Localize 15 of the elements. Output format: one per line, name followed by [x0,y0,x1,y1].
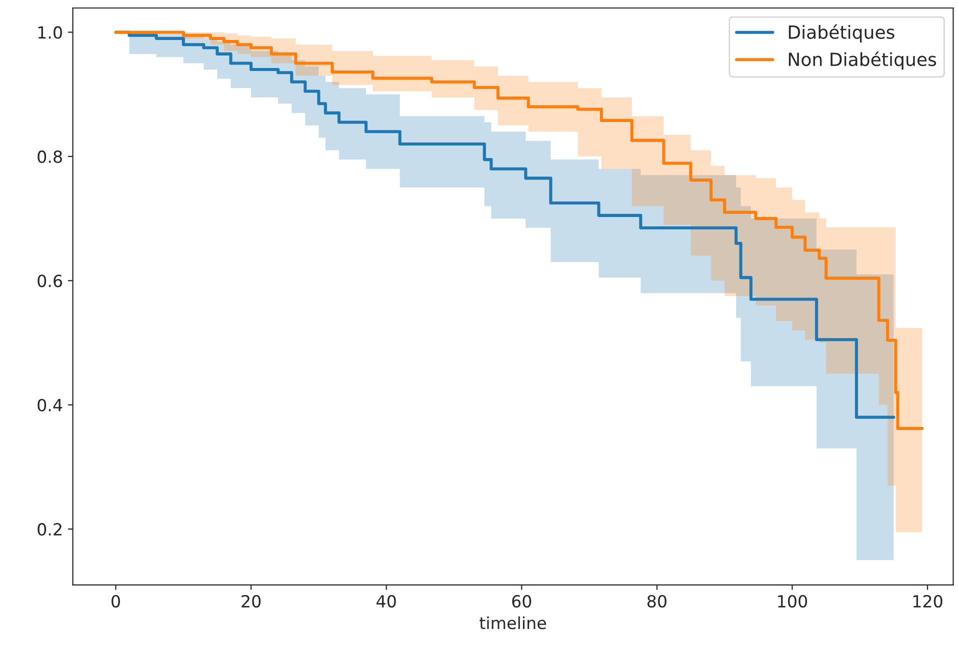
x-axis-title: timeline [480,616,546,630]
x-tick-label: 100 [778,594,808,608]
x-tick-label: 40 [376,594,396,608]
y-tick-label: 0.6 [38,274,62,288]
y-tick-label: 1.0 [38,26,62,39]
x-tick-label: 20 [242,594,261,608]
y-tick-label: 0.8 [38,150,62,164]
x-tick-label: 120 [913,594,942,608]
x-tick-label: 80 [647,594,666,608]
x-tick-label: 0 [112,594,120,608]
legend-label: Diabétiques [788,24,894,42]
x-tick-label: 60 [512,594,532,608]
legend-label: Non Diabétiques [788,51,936,70]
y-tick-label: 0.4 [38,398,62,412]
y-tick-label: 0.2 [38,523,62,536]
